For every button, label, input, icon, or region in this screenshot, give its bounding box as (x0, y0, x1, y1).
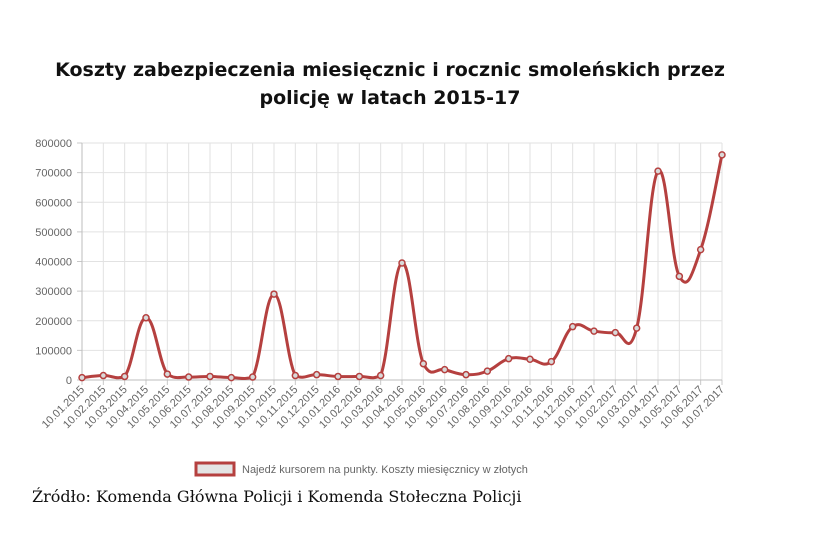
data-point (483, 367, 492, 375)
legend: Najedź kursorem na punkty. Koszty miesię… (194, 461, 528, 477)
data-point (206, 372, 214, 381)
data-point (99, 371, 108, 380)
data-point (632, 324, 641, 332)
data-point (184, 373, 193, 381)
data-point (590, 327, 598, 335)
legend-label: Najedź kursorem na punkty. Koszty miesię… (242, 464, 528, 476)
y-tick-label: 200000 (35, 316, 72, 328)
data-point (270, 290, 278, 298)
series-layer (78, 151, 726, 382)
y-tick-label: 500000 (35, 227, 72, 239)
data-point (163, 370, 172, 378)
data-point (654, 167, 662, 175)
data-point (568, 322, 577, 331)
data-point (526, 355, 534, 364)
x-axis-tick-labels: 10.01.201510.02.201510.03.201510.04.2015… (40, 384, 727, 431)
source-note: Źródło: Komenda Główna Policji i Komenda… (32, 487, 522, 506)
data-point (142, 314, 150, 322)
data-point (291, 371, 300, 380)
data-point (248, 373, 257, 381)
y-tick-label: 0 (66, 375, 72, 387)
data-point (696, 245, 705, 254)
data-point (78, 373, 86, 382)
data-point (718, 151, 726, 159)
y-tick-label: 400000 (35, 257, 72, 269)
data-point (419, 359, 428, 368)
data-point (675, 272, 684, 281)
data-point (504, 354, 513, 363)
y-tick-label: 600000 (35, 197, 72, 209)
y-axis-tick-labels: 0 100000 200000 300000 400000 500000 600000 700… (35, 138, 72, 387)
data-point (376, 371, 385, 380)
y-tick-label: 800000 (35, 138, 72, 150)
data-point (611, 328, 620, 337)
data-point (355, 372, 364, 381)
data-point (440, 365, 449, 374)
data-point (462, 370, 470, 379)
data-point (120, 372, 129, 381)
chart-title: Koszty zabezpieczenia miesięcznic i rocz… (55, 59, 725, 109)
y-tick-label: 700000 (35, 168, 72, 180)
legend-swatch (194, 461, 236, 477)
y-tick-label: 100000 (35, 345, 72, 357)
data-point (547, 357, 556, 366)
y-tick-label: 300000 (35, 286, 72, 298)
data-point (312, 370, 321, 379)
data-point (227, 373, 236, 382)
data-point (334, 372, 342, 381)
data-point (398, 259, 406, 267)
